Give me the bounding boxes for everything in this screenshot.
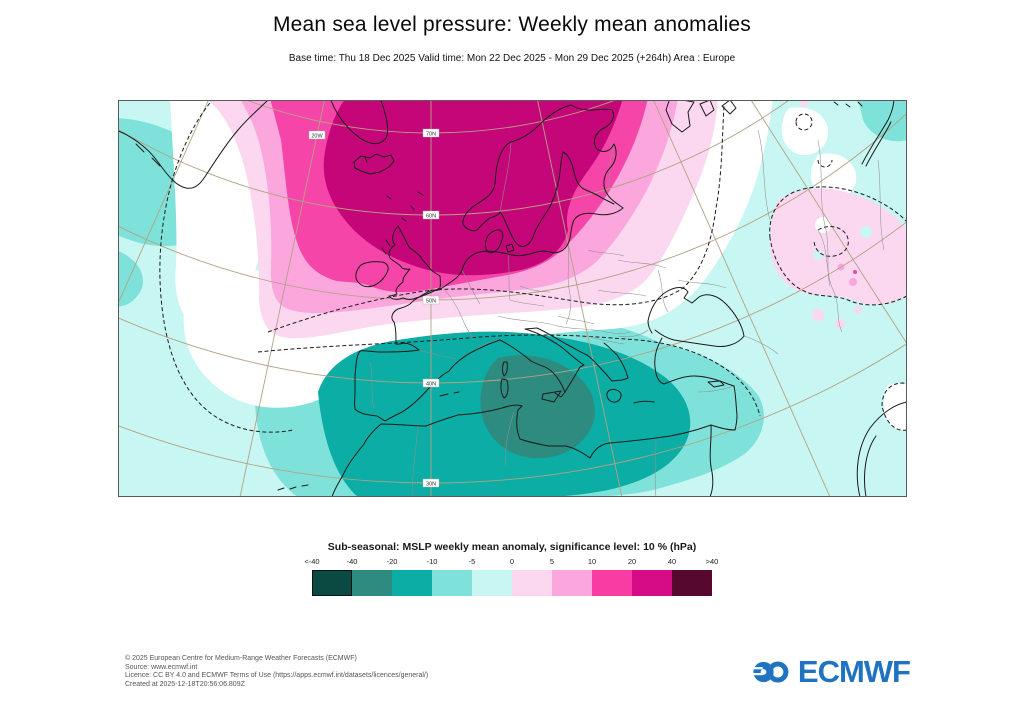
footer-line: © 2025 European Centre for Medium-Range … [125,655,357,662]
legend-color-segment [392,570,432,596]
legend-color-segment [352,570,392,596]
map-frame [118,100,907,497]
footer-line: Licence: CC BY 4.0 and ECMWF Terms of Us… [125,672,429,679]
lat-label-70n: 70N [426,132,436,138]
lat-label-30n: 30N [426,482,436,488]
page-title: Mean sea level pressure: Weekly mean ano… [272,13,752,36]
lat-label-40n: 40N [426,382,436,388]
legend-color-segment [432,570,472,596]
legend-colorbar [312,570,712,596]
map-canvas: 70N 60N 50N 40N 30N 20W [118,100,907,497]
legend-color-segment [312,570,352,596]
legend-color-segment [512,570,552,596]
lat-label-50n: 50N [426,299,436,305]
legend-tick: 20 [627,557,637,566]
legend-tick: -5 [468,557,476,566]
legend-color-segment [672,570,712,596]
ecmwf-logo-text: ECMWF [797,654,911,689]
footer-line: Created at 2025-12-18T20:56:06.809Z [125,680,245,688]
legend-tick: 5 [549,557,555,566]
footer-line: Source: www.ecmwf.int [125,663,198,671]
legend-tick: <-40 [304,557,320,566]
ecmwf-logo: ECMWF [750,650,911,694]
country-borders [369,129,885,497]
ecmwf-logo-icon [750,661,789,683]
legend-tick: -40 [346,557,358,566]
legend-color-segment [552,570,592,596]
anomaly-map: 70N 60N 50N 40N 30N 20W [118,100,907,497]
footer-text: © 2025 European Centre for Medium-Range … [125,655,428,689]
legend-color-segment [632,570,672,596]
lat-label-60n: 60N [426,214,436,220]
legend-tick: 0 [509,557,515,566]
legend-tick: -20 [386,557,398,566]
legend-title: Sub-seasonal: MSLP weekly mean anomaly, … [327,541,697,553]
legend-tick: 10 [587,557,597,566]
page-subtitle: Base time: Thu 18 Dec 2025 Valid time: M… [288,53,736,64]
lon-label-20w: 20W [311,134,323,140]
coastlines [118,100,907,497]
legend-tick: 40 [667,557,677,566]
graticule-labels: 70N 60N 50N 40N 30N 20W [308,128,440,488]
legend-tick: -10 [426,557,438,566]
legend-tick: >40 [705,557,719,566]
legend-ticks: <-40 -40 -20 -10 -5 0 5 10 20 40 >40 [304,557,718,569]
legend-color-segment [472,570,512,596]
legend-color-segment [592,570,632,596]
